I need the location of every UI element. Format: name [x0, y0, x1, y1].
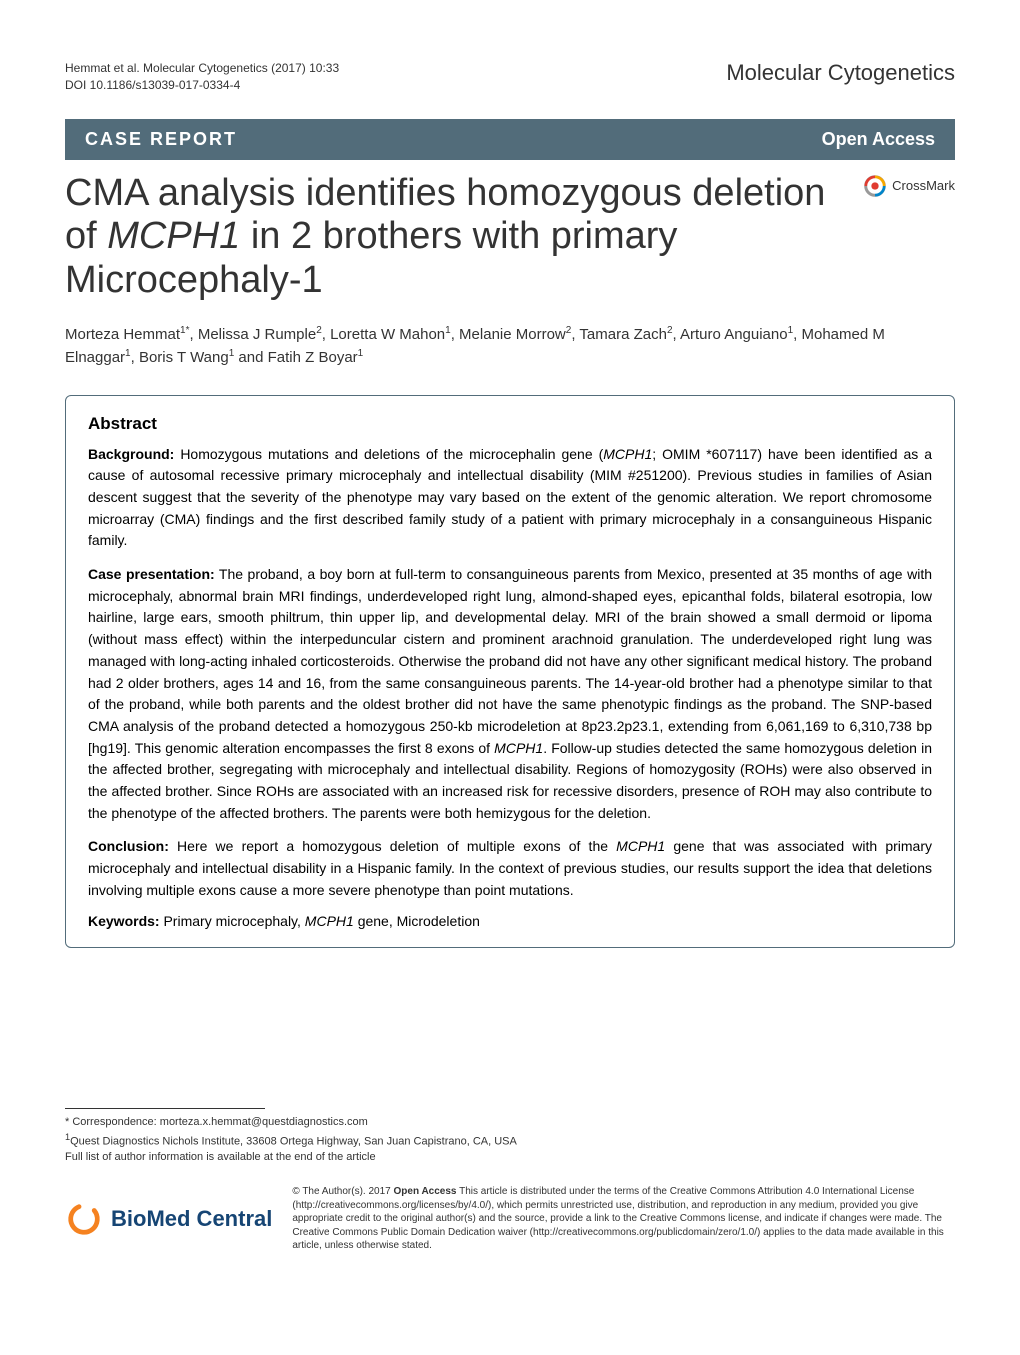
article-type-banner: CASE REPORT Open Access — [65, 119, 955, 160]
background-text-0: Homozygous mutations and deletions of th… — [174, 446, 603, 462]
page-container: Hemmat et al. Molecular Cytogenetics (20… — [0, 0, 1020, 1283]
keywords-post: gene, Microdeletion — [354, 913, 480, 929]
correspondence-line-3: Full list of author information is avail… — [65, 1150, 955, 1165]
biomedcentral-logo: BioMed Central — [65, 1200, 272, 1238]
background-text-1: MCPH1 — [603, 446, 652, 462]
bmc-logo-text: BioMed Central — [111, 1206, 272, 1232]
crossmark-label: CrossMark — [892, 178, 955, 193]
conclusion-text-0: Here we report a homozygous deletion of … — [169, 838, 616, 854]
authors-list: Morteza Hemmat1*, Melissa J Rumple2, Lor… — [65, 323, 955, 370]
keywords-label: Keywords: — [88, 913, 160, 929]
crossmark-icon — [864, 175, 886, 197]
title-italic: MCPH1 — [107, 215, 240, 257]
citation-line-2: DOI 10.1186/s13039-017-0334-4 — [65, 77, 339, 94]
article-type-label: CASE REPORT — [85, 129, 237, 150]
abstract-case: Case presentation: The proband, a boy bo… — [88, 564, 932, 824]
keywords-italic: MCPH1 — [305, 913, 354, 929]
keywords-line: Keywords: Primary microcephaly, MCPH1 ge… — [88, 913, 932, 929]
conclusion-label: Conclusion: — [88, 838, 169, 854]
abstract-heading: Abstract — [88, 414, 932, 434]
citation-block: Hemmat et al. Molecular Cytogenetics (20… — [65, 60, 339, 94]
correspondence-line-2: 1Quest Diagnostics Nichols Institute, 33… — [65, 1131, 955, 1150]
abstract-box: Abstract Background: Homozygous mutation… — [65, 395, 955, 949]
open-access-label: Open Access — [822, 129, 935, 150]
case-label: Case presentation: — [88, 566, 215, 582]
article-title: CMA analysis identifies homozygous delet… — [65, 172, 955, 303]
case-text-1: MCPH1 — [494, 740, 543, 756]
bottom-row: BioMed Central © The Author(s). 2017 Ope… — [65, 1185, 955, 1253]
citation-line-1: Hemmat et al. Molecular Cytogenetics (20… — [65, 60, 339, 77]
bmc-ring-icon — [65, 1200, 103, 1238]
abstract-background: Background: Homozygous mutations and del… — [88, 444, 932, 552]
header-top: Hemmat et al. Molecular Cytogenetics (20… — [65, 60, 955, 94]
correspondence: * Correspondence: morteza.x.hemmat@quest… — [65, 1115, 955, 1165]
background-label: Background: — [88, 446, 174, 462]
correspondence-line-1: * Correspondence: morteza.x.hemmat@quest… — [65, 1115, 955, 1130]
footer-divider — [65, 1108, 265, 1109]
footer-block: * Correspondence: morteza.x.hemmat@quest… — [65, 1108, 955, 1252]
journal-name: Molecular Cytogenetics — [726, 60, 955, 86]
conclusion-text-1: MCPH1 — [616, 838, 665, 854]
crossmark-badge[interactable]: CrossMark — [864, 175, 955, 197]
bmc-logo-text-inner: BioMed Central — [111, 1206, 272, 1231]
keywords-pre: Primary microcephaly, — [160, 913, 305, 929]
abstract-conclusion: Conclusion: Here we report a homozygous … — [88, 836, 932, 901]
case-text-0: The proband, a boy born at full-term to … — [88, 566, 932, 756]
license-text: © The Author(s). 2017 Open Access This a… — [292, 1185, 955, 1253]
